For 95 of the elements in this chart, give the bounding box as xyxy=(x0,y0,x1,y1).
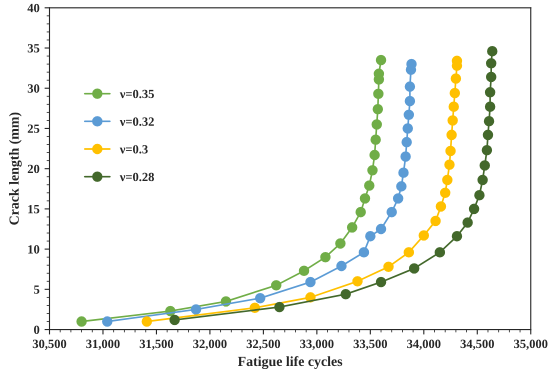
point xyxy=(404,247,414,258)
point xyxy=(358,247,370,258)
y-tick-label: 40 xyxy=(27,4,40,12)
point xyxy=(486,72,496,82)
legend-label: ν=0.3 xyxy=(120,145,148,154)
point xyxy=(468,204,480,214)
point xyxy=(484,102,496,112)
point xyxy=(486,58,496,69)
point xyxy=(482,130,494,140)
point xyxy=(487,46,498,56)
point xyxy=(404,96,416,106)
point xyxy=(482,144,492,156)
point xyxy=(76,316,87,327)
point xyxy=(396,181,407,192)
x-tick-label: 33,500 xyxy=(354,340,388,350)
point xyxy=(436,201,446,212)
y-tick-label: 10 xyxy=(28,245,40,254)
point xyxy=(462,217,473,228)
point xyxy=(254,292,266,304)
x-tick-label: 31,500 xyxy=(140,340,174,350)
point xyxy=(373,88,384,100)
point xyxy=(376,224,386,234)
point xyxy=(365,231,376,242)
point xyxy=(376,276,386,288)
x-tick-label: 34,500 xyxy=(460,340,494,350)
point xyxy=(452,231,462,242)
x-tick-label: 30,500 xyxy=(32,340,66,350)
point xyxy=(274,302,285,312)
point xyxy=(370,134,381,145)
point xyxy=(298,266,310,276)
point xyxy=(474,190,485,200)
point xyxy=(445,146,456,156)
y-axis-title: Crack length (mm) xyxy=(9,112,22,225)
point xyxy=(398,167,409,178)
point xyxy=(404,81,416,92)
y-tick-label: 25 xyxy=(28,124,40,133)
point xyxy=(484,116,494,126)
point xyxy=(430,216,441,226)
point xyxy=(169,314,180,326)
x-tick-label: 33,000 xyxy=(300,340,334,350)
point xyxy=(392,193,404,204)
point xyxy=(446,130,457,140)
point xyxy=(484,87,496,98)
point xyxy=(442,174,453,186)
x-axis-title: Fatigue life cycles xyxy=(238,356,342,370)
point xyxy=(400,151,411,162)
y-tick-label: 20 xyxy=(28,164,40,174)
point xyxy=(372,104,384,114)
point xyxy=(418,230,430,241)
point xyxy=(448,102,459,112)
point xyxy=(477,174,488,186)
point xyxy=(383,262,394,272)
point xyxy=(364,180,374,191)
point xyxy=(450,73,462,84)
point xyxy=(102,316,112,327)
point xyxy=(346,222,358,233)
point xyxy=(447,115,458,126)
y-tick-label: 35 xyxy=(28,44,40,52)
legend-label: ν=0.28 xyxy=(120,172,154,182)
point xyxy=(367,165,378,176)
point xyxy=(450,88,460,98)
point xyxy=(336,260,347,272)
point xyxy=(335,238,346,249)
point xyxy=(356,206,366,218)
y-tick-label: 5 xyxy=(34,285,40,294)
point xyxy=(360,193,370,204)
point xyxy=(340,288,351,300)
point xyxy=(369,150,380,160)
point xyxy=(480,160,490,171)
point xyxy=(142,316,152,327)
legend-label: ν=0.35 xyxy=(120,90,154,98)
point xyxy=(408,263,420,274)
point xyxy=(401,136,412,148)
x-tick-label: 35,000 xyxy=(514,340,548,350)
point xyxy=(320,252,331,262)
point xyxy=(372,119,382,130)
point xyxy=(352,276,363,286)
point xyxy=(271,280,282,291)
point xyxy=(404,110,414,120)
y-tick-label: 0 xyxy=(34,326,40,334)
point xyxy=(305,276,316,288)
legend-label: ν=0.32 xyxy=(120,117,154,126)
point xyxy=(444,159,455,170)
point xyxy=(386,206,397,218)
x-tick-label: 32,000 xyxy=(193,340,227,350)
point xyxy=(440,188,450,198)
point xyxy=(190,304,202,315)
x-tick-label: 34,000 xyxy=(407,340,441,350)
y-tick-label: 30 xyxy=(28,84,40,93)
point xyxy=(402,123,413,134)
x-tick-label: 32,500 xyxy=(246,340,280,350)
y-tick-label: 15 xyxy=(28,204,40,214)
x-tick-label: 31,000 xyxy=(86,340,120,350)
point xyxy=(376,54,386,66)
point xyxy=(434,247,446,258)
